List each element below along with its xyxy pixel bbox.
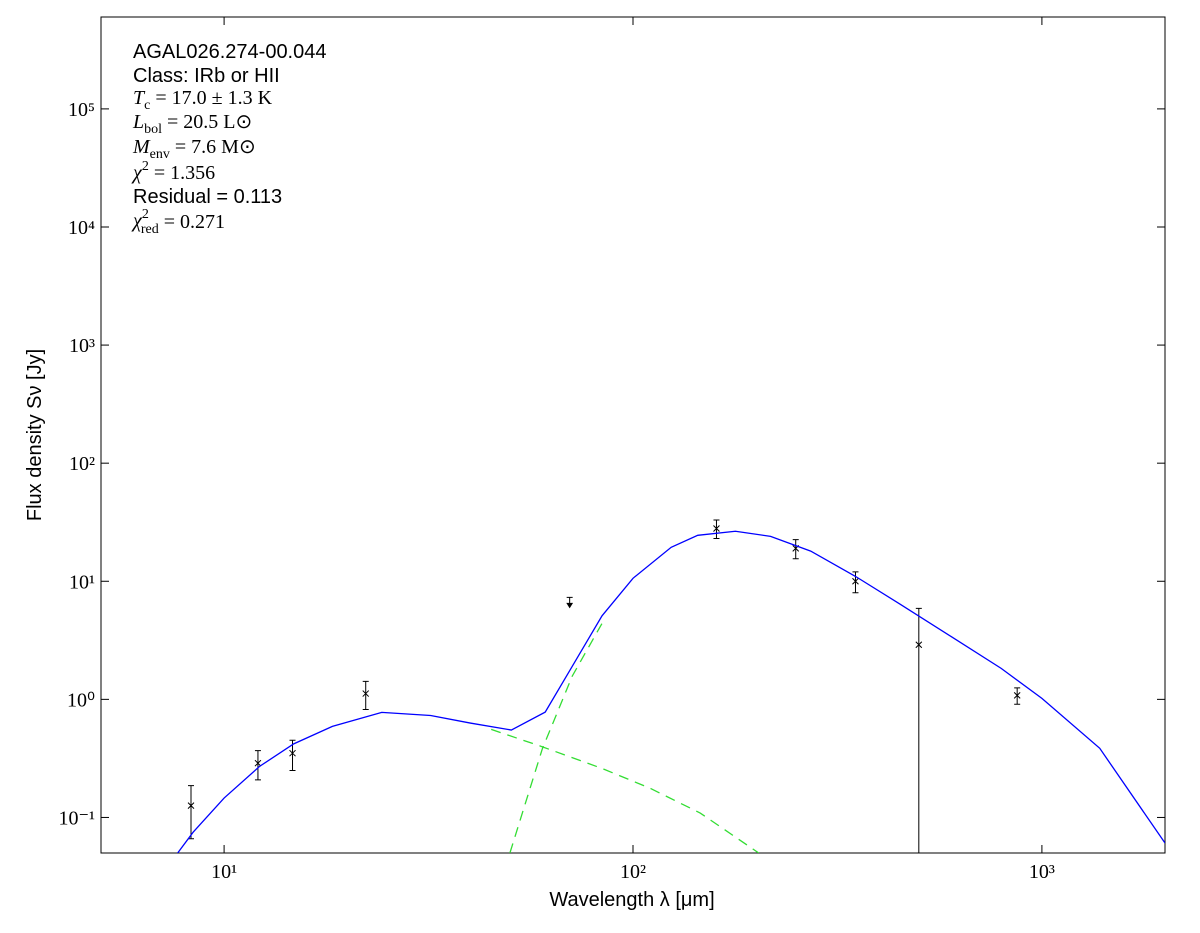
annotation-symbol: χ bbox=[131, 210, 143, 232]
data-point bbox=[713, 525, 720, 532]
annotation-text: AGAL026.274-00.044 bbox=[133, 41, 327, 63]
data-point bbox=[915, 641, 923, 649]
annotation: χ2 = 1.356 bbox=[131, 159, 215, 184]
error-bar bbox=[852, 571, 859, 594]
data-point bbox=[187, 802, 195, 809]
data-point bbox=[852, 577, 859, 585]
annotation: Tc = 17.0 ± 1.3 K bbox=[133, 87, 273, 113]
plot-frame bbox=[100, 16, 1166, 854]
x-axis-label: Wavelength λ [μm] bbox=[549, 889, 714, 911]
annotation-sub: bol bbox=[144, 122, 162, 137]
x-tick-label: 10³ bbox=[1029, 861, 1055, 883]
annotation-symbol: M bbox=[132, 136, 151, 158]
error-bar bbox=[792, 539, 799, 560]
model-curve bbox=[509, 623, 603, 853]
annotation-symbol: T bbox=[133, 87, 146, 109]
upper-limit bbox=[566, 596, 574, 609]
annotation: Lbol = 20.5 L⊙ bbox=[132, 111, 252, 137]
y-tick-label: 10² bbox=[69, 453, 95, 475]
annotation-text: Residual = 0.113 bbox=[133, 186, 282, 208]
annotation: χ2 red = 0.271 bbox=[131, 207, 225, 237]
error-bar bbox=[915, 607, 922, 853]
y-tick-label: 10⁰ bbox=[67, 689, 95, 711]
x-tick-label: 10² bbox=[620, 861, 646, 883]
annotation-text: = 1.356 bbox=[149, 162, 215, 184]
y-axis-label: Flux density Sν [Jy] bbox=[24, 349, 46, 521]
annotation-text: = 20.5 L⊙ bbox=[162, 111, 252, 133]
y-tick-label: 10⁴ bbox=[68, 217, 95, 239]
annotation: Menv = 7.6 M⊙ bbox=[132, 136, 256, 162]
annotation: Class: IRb or HII bbox=[133, 65, 280, 87]
error-bar bbox=[254, 750, 261, 781]
data-point bbox=[289, 749, 296, 757]
data-point bbox=[1013, 692, 1021, 699]
plot-area bbox=[177, 519, 1165, 853]
annotation-symbol: χ bbox=[131, 162, 143, 184]
y-tick-label: 10¹ bbox=[69, 571, 95, 593]
annotation-text: = 17.0 ± 1.3 K bbox=[150, 87, 272, 109]
model-curve bbox=[177, 530, 1165, 853]
error-bar bbox=[713, 519, 720, 540]
annotation-sup: 2 bbox=[142, 159, 149, 174]
annotation-sub: env bbox=[150, 147, 170, 162]
annotation-text: Class: IRb or HII bbox=[133, 65, 280, 87]
annotation-sub: red bbox=[141, 222, 159, 237]
x-tick-label: 10¹ bbox=[211, 861, 237, 883]
y-tick-label: 10⁵ bbox=[68, 99, 95, 121]
annotation-sub: c bbox=[144, 98, 150, 113]
y-tick-label: 10⁻¹ bbox=[58, 807, 95, 829]
y-tick-label: 10³ bbox=[69, 335, 95, 357]
error-bar bbox=[362, 680, 369, 711]
data-point bbox=[362, 690, 370, 697]
annotation: AGAL026.274-00.044 bbox=[133, 41, 327, 63]
data-point bbox=[254, 759, 262, 767]
annotation-sup: 2 bbox=[142, 207, 149, 222]
annotation: Residual = 0.113 bbox=[133, 186, 282, 208]
annotation-symbol: L bbox=[132, 111, 144, 133]
annotation-text: = 7.6 M⊙ bbox=[170, 136, 256, 158]
model-curve bbox=[490, 728, 760, 853]
annotation-text: = 0.271 bbox=[159, 211, 225, 233]
